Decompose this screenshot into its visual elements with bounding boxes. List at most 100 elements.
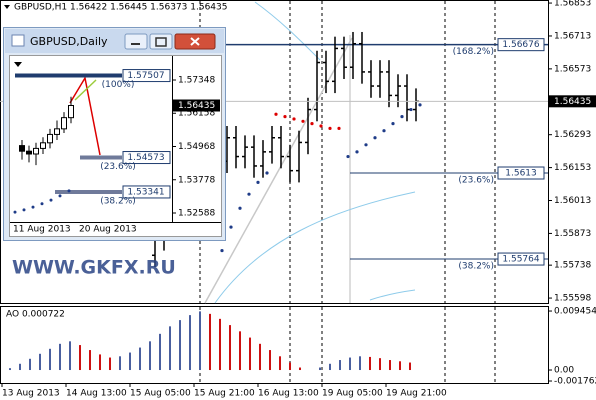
- y-tick-label: 1.56013: [554, 196, 591, 206]
- y-tick-label: 0.009454: [554, 307, 596, 317]
- y-tick-label: 1.53778: [178, 175, 215, 185]
- y-tick-label: 1.56293: [554, 130, 591, 140]
- maximize-icon: [155, 37, 167, 47]
- window-icon: [11, 34, 25, 47]
- fib-ratio: (38.2%): [100, 196, 136, 206]
- fib-triangle: [69, 75, 101, 156]
- sar-dot: [22, 208, 26, 212]
- menu-icon: [14, 62, 22, 67]
- y-tick-label: -0.001762: [554, 377, 596, 387]
- candle-body: [26, 150, 32, 155]
- sar-dot: [310, 122, 314, 126]
- fib-ratio: (38.2%): [458, 262, 494, 272]
- y-tick-label: 0.00: [554, 366, 574, 376]
- y-tick-label: 1.56853: [554, 0, 591, 9]
- channel-line: [214, 191, 416, 304]
- x-tick-label: 20 Aug 2013: [79, 225, 137, 235]
- fib-ratio: (168.2%): [453, 47, 494, 57]
- sar-dot: [292, 117, 296, 121]
- y-tick-label: 1.54968: [178, 142, 215, 152]
- y-tick-label: 1.56573: [554, 64, 591, 74]
- candle-body: [33, 147, 39, 155]
- fib-value: 1.55764: [502, 255, 539, 265]
- sar-dot: [67, 189, 71, 193]
- sar-dot: [373, 136, 377, 140]
- sar-dot: [247, 192, 251, 196]
- chart-title: GBPUSD,H1 1.56422 1.56445 1.56373 1.5643…: [14, 3, 227, 13]
- x-tick-label: 13 Aug 2013: [2, 389, 60, 399]
- sar-dot: [301, 119, 305, 123]
- fib-value: 1.54573: [127, 153, 164, 163]
- fib-value-box: [497, 252, 545, 266]
- fib-value-box: [497, 38, 545, 52]
- fib-value-box: [122, 151, 171, 165]
- trend-line: [204, 37, 353, 304]
- sar-dot: [274, 112, 278, 116]
- last-price: 1.56435: [178, 101, 215, 111]
- x-tick-label: 11 Aug 2013: [13, 225, 71, 235]
- fib-ratio: (100%): [102, 80, 135, 90]
- inset-chart: 1.57348 1.56158 1.54968 1.53778 1.52588 1.575…: [13, 69, 220, 235]
- sar-dot: [220, 248, 224, 253]
- fib-value-box: [122, 69, 171, 83]
- window-title: GBPUSD,Daily: [30, 35, 108, 48]
- sar-dot: [355, 150, 359, 154]
- sar-dot: [391, 122, 395, 126]
- sar-dot: [49, 198, 53, 202]
- last-price-box: [173, 99, 220, 112]
- sar-dot: [382, 129, 386, 133]
- y-tick-label: 1.52588: [178, 209, 215, 219]
- x-tick-label: 15 Aug 21:00: [194, 389, 255, 399]
- candle-body: [40, 142, 46, 149]
- y-tick-label: 1.55738: [554, 261, 591, 271]
- y-tick-label: 1.56713: [554, 31, 591, 41]
- fib-ratio: (23.6%): [458, 176, 494, 186]
- fib-value-box: [497, 166, 545, 180]
- y-tick-label: 1.56158: [178, 109, 215, 119]
- fib-value: 1.56676: [502, 40, 539, 50]
- daily-window: GBPUSD,Daily 1.57348 1.56158 1.54968 1.5377…: [3, 27, 226, 241]
- sar-dot: [418, 103, 422, 107]
- fib-value-box: [122, 185, 171, 199]
- sar-dot: [409, 107, 413, 112]
- x-tick-label: 19 Aug 21:00: [386, 389, 447, 399]
- last-price: 1.56435: [554, 97, 591, 107]
- sar-dot: [40, 202, 44, 206]
- sar-dot: [31, 205, 35, 209]
- candle-body: [19, 145, 25, 152]
- x-tick-label: 16 Aug 13:00: [258, 389, 319, 399]
- y-tick-label: 1.55598: [554, 294, 591, 304]
- x-tick-label: 14 Aug 13:00: [66, 389, 127, 399]
- fib-value: 1.5613: [505, 169, 537, 179]
- sar-dot: [346, 154, 350, 159]
- sar-dot: [400, 114, 404, 119]
- candle-body: [54, 128, 60, 135]
- sar-dot: [238, 206, 242, 210]
- fib-triangle: [74, 79, 97, 101]
- y-tick-label: 1.56153: [554, 163, 591, 173]
- sar-dot: [58, 194, 62, 198]
- candle-body: [68, 105, 74, 119]
- sar-dot: [256, 180, 260, 185]
- watermark: WWW.GKFX.RU: [12, 257, 176, 279]
- x-tick-label: 15 Aug 05:00: [130, 389, 191, 399]
- sar-dot: [319, 124, 323, 128]
- sar-dot: [364, 143, 368, 147]
- sar-dot: [283, 114, 287, 119]
- fib-value: 1.57507: [127, 71, 164, 81]
- sar-dot: [229, 225, 233, 229]
- fib-value: 1.53341: [127, 187, 164, 197]
- y-tick-label: 1.57348: [178, 75, 215, 85]
- price-pane: [0, 0, 549, 304]
- channel-line: [254, 1, 321, 61]
- ao-pane: [0, 306, 549, 384]
- sar-dot: [337, 126, 341, 130]
- candle-body: [61, 117, 67, 130]
- close-icon: [190, 37, 200, 46]
- minimize-button[interactable]: [124, 33, 148, 50]
- x-tick-label: 19 Aug 05:00: [322, 389, 383, 399]
- y-tick-label: 1.55873: [554, 229, 591, 239]
- sar-dot: [13, 210, 17, 214]
- menu-icon: [4, 5, 10, 9]
- candle-body: [47, 133, 53, 144]
